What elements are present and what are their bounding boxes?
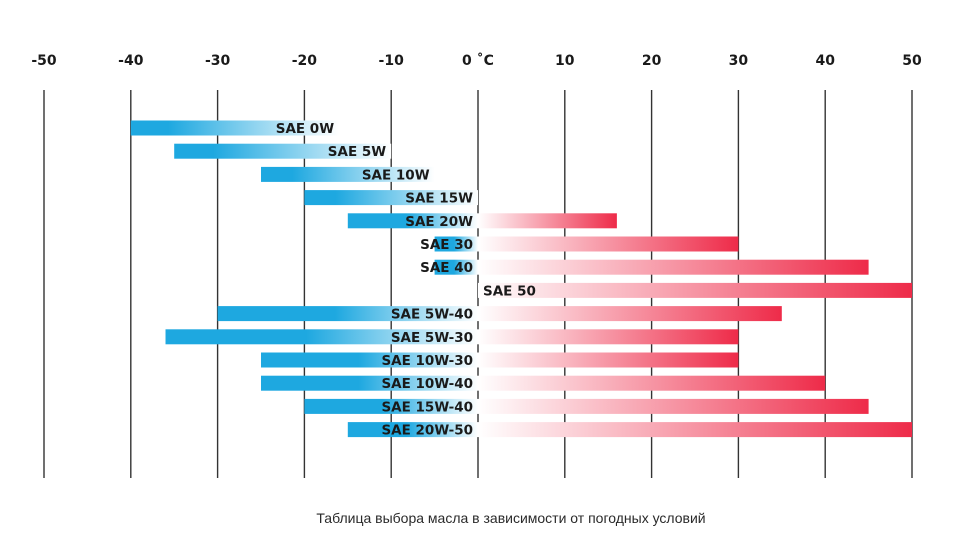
bar-sae-15w — [304, 190, 478, 206]
bar-label: SAE 10W-30 — [381, 353, 473, 369]
bar-label: SAE 40 — [420, 260, 473, 276]
bar-sae-20w-50 — [347, 422, 912, 438]
tick-label: 10 — [555, 53, 575, 69]
viscosity-labels: SAE 0W SAE 5W SAE 10W SAE 15W SAE 20W SAE 30 S… — [276, 121, 536, 439]
tick-label: -50 — [31, 53, 57, 69]
bar-label: SAE 0W — [276, 121, 334, 137]
tick-label: 50 — [902, 53, 922, 69]
bar-label: SAE 15W — [405, 191, 473, 207]
bar-sae-10w-30 — [261, 352, 739, 368]
bar-sae-10w-40 — [261, 375, 826, 391]
bar-sae-10w — [261, 166, 435, 182]
bar-label: SAE 10W — [362, 167, 430, 183]
bar-sae-40 — [434, 259, 869, 275]
bar-label: SAE 30 — [420, 237, 473, 253]
bar-label: SAE 20W-50 — [381, 423, 473, 439]
bar-sae-5w-30 — [165, 329, 739, 345]
x-axis-ticks: -50 -40 -30 -20 -10 0 ˚C 10 20 30 40 50 — [31, 52, 922, 69]
viscosity-bars — [130, 120, 912, 438]
bar-label: SAE 10W-40 — [381, 376, 473, 392]
bar-sae-0w — [130, 120, 340, 136]
bar-sae-5w — [174, 143, 392, 159]
bar-label: SAE 50 — [483, 283, 536, 299]
chart-caption: Таблица выбора масла в зависимости от по… — [316, 510, 705, 526]
bar-label: SAE 5W — [328, 144, 386, 160]
tick-label: -40 — [118, 53, 144, 69]
tick-label: -20 — [292, 53, 318, 69]
bar-sae-5w-40 — [217, 306, 782, 322]
bar-sae-15w-40 — [304, 398, 869, 414]
bar-sae-30 — [434, 236, 739, 252]
tick-label: -10 — [379, 53, 405, 69]
bar-label: SAE 20W — [405, 214, 473, 230]
tick-label: 40 — [815, 53, 835, 69]
tick-label: -30 — [205, 53, 231, 69]
tick-label: 0 ˚C — [462, 52, 494, 69]
bar-label: SAE 5W-40 — [391, 307, 473, 323]
tick-label: 20 — [642, 53, 662, 69]
bar-sae-20w — [347, 213, 617, 229]
tick-label: 30 — [729, 53, 749, 69]
bar-label: SAE 5W-30 — [391, 330, 473, 346]
bar-sae-50 — [478, 282, 912, 298]
bar-label: SAE 15W-40 — [381, 399, 473, 415]
